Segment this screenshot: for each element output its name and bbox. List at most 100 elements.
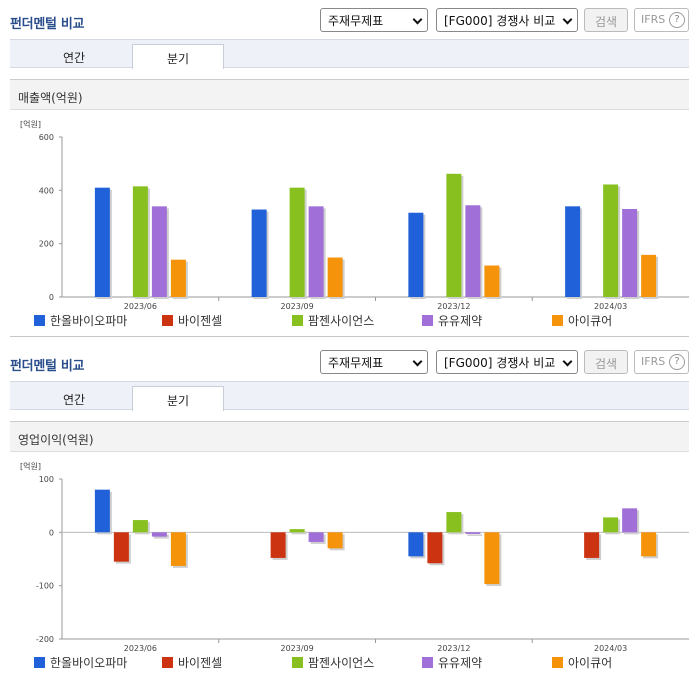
bar[interactable] — [622, 209, 638, 297]
bar[interactable] — [484, 532, 500, 585]
legend-swatch — [34, 657, 45, 668]
y-tick-label: -100 — [36, 582, 54, 591]
bar[interactable] — [603, 517, 619, 533]
legend-item[interactable]: 바이젠셀 — [162, 312, 222, 329]
bar[interactable] — [327, 532, 343, 549]
legend-item[interactable]: 한올바이오파마 — [34, 312, 127, 329]
section-title: 영업이익(억원) — [10, 421, 689, 452]
compare-select-value: [FG000] 경쟁사 비교 — [444, 14, 556, 28]
bar[interactable] — [484, 265, 500, 297]
legend-item[interactable]: 팜젠사이언스 — [292, 654, 374, 671]
bar[interactable] — [327, 257, 343, 297]
statement-select-value: 주재무제표 — [328, 356, 384, 370]
x-tick-label: 2023/09 — [281, 644, 314, 653]
bar[interactable] — [565, 206, 581, 297]
x-tick-label: 2024/03 — [594, 302, 627, 311]
compare-select-value: [FG000] 경쟁사 비교 — [444, 356, 556, 370]
help-icon[interactable]: ? — [669, 12, 685, 28]
bar[interactable] — [622, 508, 638, 533]
legend-swatch — [292, 657, 303, 668]
fundamental-panel-operating-income: 펀더멘털 비교 주재무제표 [FG000] 경쟁사 비교 검색 IFRS ? 연… — [0, 342, 696, 684]
bar[interactable] — [308, 206, 324, 297]
bar[interactable] — [427, 532, 443, 564]
bar[interactable] — [308, 532, 324, 542]
ifrs-label: IFRS — [641, 355, 666, 368]
tab-annual[interactable]: 연간 — [62, 393, 86, 407]
legend-swatch — [422, 315, 433, 326]
legend-swatch — [422, 657, 433, 668]
x-tick-label: 2023/12 — [437, 302, 470, 311]
chevron-down-icon — [562, 356, 573, 367]
panel-title: 펀더멘털 비교 — [10, 17, 85, 32]
bar[interactable] — [94, 489, 110, 533]
y-tick-label: 200 — [39, 240, 54, 249]
bar[interactable] — [151, 206, 167, 297]
legend-swatch — [162, 657, 173, 668]
x-tick-label: 2024/03 — [594, 644, 627, 653]
legend-swatch — [552, 315, 563, 326]
tab-quarter[interactable]: 분기 — [132, 386, 224, 411]
legend-item[interactable]: 유유제약 — [422, 312, 482, 329]
bar[interactable] — [641, 532, 657, 557]
y-tick-label: 400 — [39, 186, 54, 195]
bar[interactable] — [465, 205, 481, 297]
bar[interactable] — [641, 254, 657, 297]
bar[interactable] — [446, 512, 462, 533]
bar[interactable] — [289, 529, 305, 533]
panel-title: 펀더멘털 비교 — [10, 359, 85, 374]
help-icon[interactable]: ? — [669, 354, 685, 370]
statement-select-value: 주재무제표 — [328, 14, 384, 28]
legend-item[interactable]: 한올바이오파마 — [34, 654, 127, 671]
bar[interactable] — [584, 532, 600, 558]
legend-label: 한올바이오파마 — [50, 656, 128, 670]
revenue-legend: 한올바이오파마 바이젠셀 팜젠사이언스 유유제약 아이큐어 — [34, 312, 674, 328]
chevron-down-icon — [412, 14, 423, 25]
legend-item[interactable]: 유유제약 — [422, 654, 482, 671]
chevron-down-icon — [412, 356, 423, 367]
fundamental-panel-revenue: 펀더멘털 비교 주재무제표 [FG000] 경쟁사 비교 검색 IFRS ? 연… — [0, 0, 696, 338]
legend-item[interactable]: 아이큐어 — [552, 312, 612, 329]
bar[interactable] — [603, 184, 619, 297]
search-button[interactable]: 검색 — [584, 8, 628, 32]
statement-select[interactable]: 주재무제표 — [320, 8, 428, 32]
bar[interactable] — [170, 259, 186, 297]
legend-label: 팜젠사이언스 — [308, 314, 375, 328]
section-title: 매출액(억원) — [10, 79, 689, 110]
tab-annual[interactable]: 연간 — [62, 51, 86, 65]
bar[interactable] — [408, 532, 424, 557]
bar[interactable] — [132, 186, 148, 297]
legend-label: 아이큐어 — [568, 656, 613, 670]
y-tick-label: 600 — [39, 133, 54, 142]
bar[interactable] — [94, 187, 110, 297]
legend-label: 바이젠셀 — [178, 656, 223, 670]
bar[interactable] — [289, 187, 305, 297]
bar[interactable] — [132, 520, 148, 533]
bar[interactable] — [113, 532, 129, 562]
bar[interactable] — [465, 532, 481, 534]
bar[interactable] — [151, 532, 167, 537]
legend-item[interactable]: 아이큐어 — [552, 654, 612, 671]
bar[interactable] — [251, 209, 267, 297]
tab-quarter[interactable]: 분기 — [132, 44, 224, 69]
bar[interactable] — [170, 532, 186, 566]
legend-label: 팜젠사이언스 — [308, 656, 375, 670]
bar[interactable] — [270, 532, 286, 558]
legend-item[interactable]: 팜젠사이언스 — [292, 312, 374, 329]
legend-swatch — [162, 315, 173, 326]
y-tick-label: -200 — [36, 635, 54, 644]
search-button[interactable]: 검색 — [584, 350, 628, 374]
legend-swatch — [552, 657, 563, 668]
y-tick-label: 0 — [49, 528, 54, 537]
ifrs-label: IFRS — [641, 13, 666, 26]
legend-item[interactable]: 바이젠셀 — [162, 654, 222, 671]
period-tabs: 연간 분기 — [10, 39, 689, 69]
statement-select[interactable]: 주재무제표 — [320, 350, 428, 374]
bar[interactable] — [408, 212, 424, 297]
ifrs-button[interactable]: IFRS ? — [634, 8, 689, 32]
compare-select[interactable]: [FG000] 경쟁사 비교 — [436, 8, 578, 32]
y-tick-label: 100 — [39, 475, 54, 484]
ifrs-button[interactable]: IFRS ? — [634, 350, 689, 374]
bar[interactable] — [446, 173, 462, 297]
compare-select[interactable]: [FG000] 경쟁사 비교 — [436, 350, 578, 374]
chevron-down-icon — [562, 14, 573, 25]
